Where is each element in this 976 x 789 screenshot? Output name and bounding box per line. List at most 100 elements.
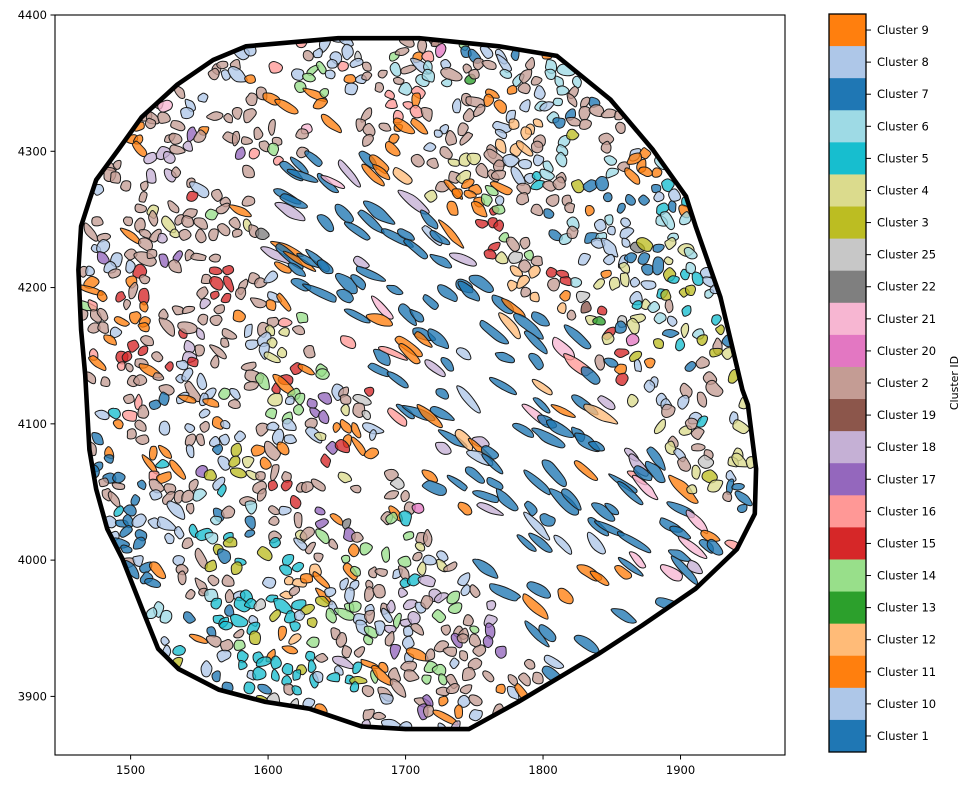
- cell-polygon: [531, 427, 566, 449]
- cell-polygon: [252, 666, 267, 681]
- cell-polygon: [348, 600, 362, 613]
- cell-polygon: [516, 192, 530, 206]
- cell-polygon: [446, 474, 468, 492]
- cell-polygon: [400, 490, 410, 503]
- cell-polygon: [146, 607, 158, 620]
- cell-polygon: [386, 599, 396, 614]
- cell-polygon: [268, 61, 284, 74]
- cell-polygon: [435, 388, 450, 400]
- colorbar-entry-label: Cluster 8: [877, 55, 929, 69]
- cell-polygon: [633, 359, 642, 373]
- cell-polygon: [448, 252, 477, 267]
- cell-polygon: [228, 216, 241, 230]
- cell-polygon: [172, 644, 186, 656]
- cell-polygon: [96, 238, 111, 254]
- cell-polygon: [528, 532, 553, 553]
- cell-polygon: [414, 541, 426, 552]
- cell-polygon: [582, 179, 598, 193]
- cell-polygon: [686, 484, 698, 495]
- cell-polygon: [170, 120, 186, 132]
- cell-polygon: [397, 587, 408, 598]
- cell-polygon: [197, 313, 209, 326]
- cell-polygon: [279, 564, 293, 576]
- cell-polygon: [156, 516, 178, 531]
- cell-polygon: [533, 85, 546, 100]
- cell-polygon: [493, 219, 505, 232]
- cell-polygon: [545, 266, 558, 278]
- cell-polygon: [263, 270, 279, 284]
- cell-polygon: [589, 570, 610, 587]
- cell-polygon: [468, 633, 482, 648]
- cell-polygon: [614, 320, 627, 334]
- cell-polygon: [213, 304, 225, 315]
- cell-polygon: [607, 225, 616, 236]
- cell-polygon: [600, 108, 617, 119]
- cell-polygon: [483, 93, 495, 108]
- cell-polygon: [532, 154, 545, 167]
- cell-polygon: [266, 142, 280, 157]
- cell-polygon: [351, 436, 366, 456]
- cell-polygon: [289, 621, 301, 632]
- colorbar-entry-label: Cluster 18: [877, 440, 936, 454]
- cell-polygon: [206, 111, 224, 121]
- cell-polygon: [433, 592, 449, 604]
- cell-polygon: [697, 454, 715, 469]
- cell-polygon: [652, 256, 665, 276]
- cell-polygon: [203, 469, 217, 481]
- cell-polygon: [420, 107, 433, 122]
- cell-polygon: [499, 68, 513, 79]
- cell-polygon: [107, 268, 122, 279]
- cell-polygon: [421, 480, 447, 496]
- cell-polygon: [422, 529, 433, 548]
- x-tick-label: 1600: [253, 763, 282, 777]
- cell-polygon: [517, 82, 531, 95]
- cell-polygon: [264, 324, 276, 337]
- cell-polygon: [647, 300, 661, 313]
- cell-polygon: [276, 346, 288, 359]
- cell-polygon: [221, 328, 238, 340]
- cell-polygon: [132, 555, 144, 567]
- cell-polygon: [222, 265, 235, 276]
- cell-polygon: [169, 144, 186, 155]
- cell-polygon: [256, 488, 267, 502]
- cell-polygon: [494, 128, 508, 140]
- cell-polygon: [157, 111, 171, 124]
- cell-polygon: [291, 561, 305, 573]
- cell-polygon: [290, 68, 305, 81]
- cell-polygon: [278, 505, 292, 516]
- cell-polygon: [389, 476, 405, 490]
- cell-polygon: [280, 479, 293, 492]
- cell-polygon: [507, 251, 523, 264]
- cell-polygon: [439, 146, 453, 160]
- cell-polygon: [144, 117, 157, 130]
- cell-polygon: [282, 417, 297, 432]
- cell-polygon: [474, 218, 489, 229]
- y-tick-label: 4400: [18, 8, 47, 22]
- cell-polygon: [361, 61, 372, 72]
- cell-polygon: [216, 483, 227, 498]
- cell-polygon: [491, 204, 506, 215]
- cell-polygon: [324, 69, 336, 80]
- cell-polygon: [320, 113, 342, 134]
- cell-polygon: [314, 518, 329, 529]
- cell-polygon: [566, 225, 579, 239]
- cell-polygon: [270, 655, 282, 670]
- cell-polygon: [480, 193, 493, 207]
- cell-polygon: [317, 392, 333, 405]
- cell-polygon: [185, 502, 195, 515]
- cell-polygon: [109, 171, 122, 184]
- cell-polygon: [409, 104, 424, 119]
- cell-polygon: [254, 372, 270, 391]
- colorbar-swatch: [829, 78, 866, 111]
- cell-polygon: [573, 460, 599, 481]
- cell-polygon: [299, 603, 315, 616]
- cell-polygon: [505, 236, 520, 252]
- cell-polygon: [577, 252, 591, 266]
- cell-polygon: [249, 297, 268, 309]
- cell-polygon: [469, 625, 480, 634]
- cell-polygon: [508, 118, 520, 130]
- cell-polygon: [462, 614, 474, 627]
- cell-polygon: [494, 351, 515, 364]
- colorbar-swatch: [829, 366, 866, 400]
- cell-polygon: [267, 392, 283, 407]
